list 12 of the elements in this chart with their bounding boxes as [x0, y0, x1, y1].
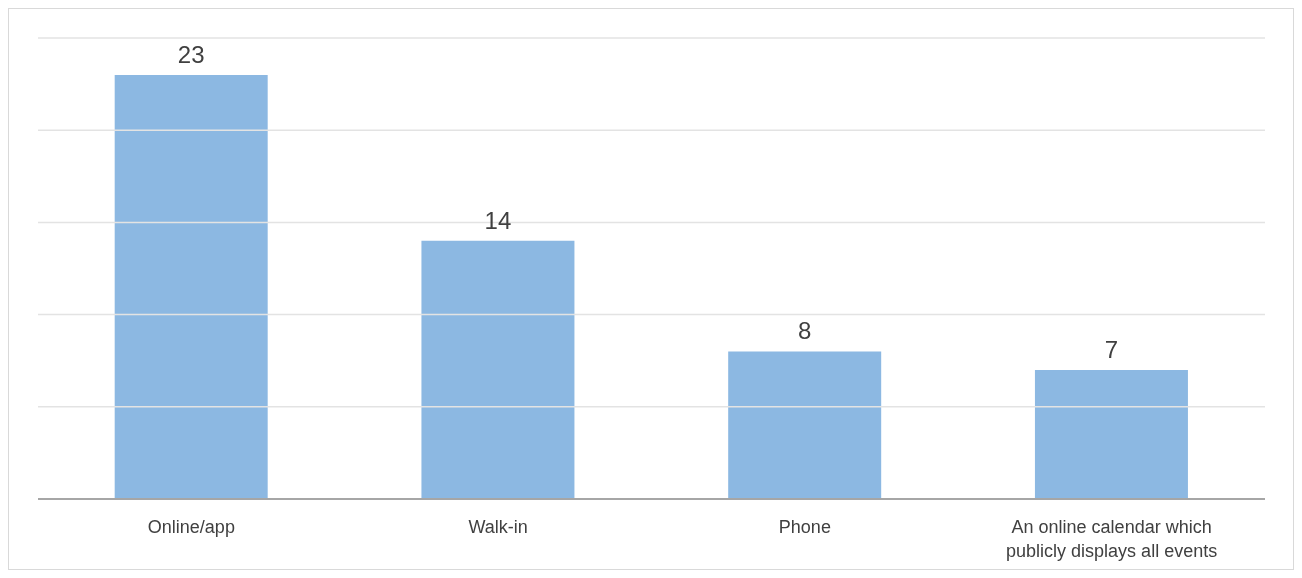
data-label: 8	[798, 317, 812, 345]
x-tick-label: Phone	[778, 517, 831, 537]
bar	[114, 74, 268, 499]
bar	[1034, 369, 1188, 499]
x-tick-label: Walk-in	[468, 517, 528, 537]
data-label: 14	[484, 206, 512, 234]
bar	[728, 351, 882, 499]
x-tick-label: Online/app	[147, 517, 235, 537]
data-label: 23	[177, 40, 205, 68]
bar	[421, 240, 575, 499]
data-label: 7	[1104, 335, 1119, 363]
x-tick-label: An online calendar which publicly displays all events	[1006, 517, 1218, 561]
